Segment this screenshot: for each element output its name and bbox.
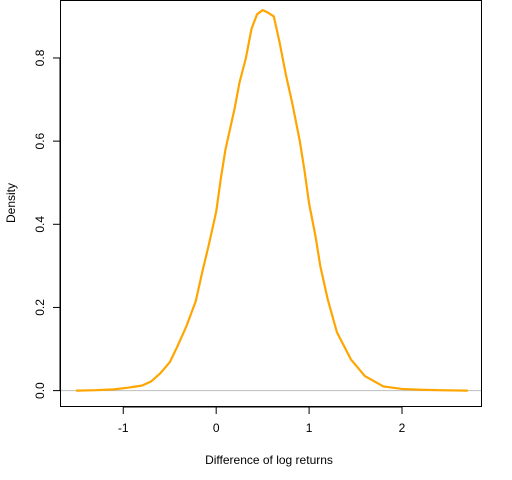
density-line <box>75 9 469 392</box>
y-tick-label: 0.0 <box>33 382 47 399</box>
y-tick-label: 0.4 <box>33 216 47 233</box>
y-tick-label: 0.6 <box>33 132 47 149</box>
x-tick-label: 0 <box>213 421 220 435</box>
y-tick-label: 0.8 <box>33 49 47 66</box>
y-axis-title: Density <box>4 183 18 223</box>
y-tick-label: 0.2 <box>33 299 47 316</box>
series-group <box>75 9 469 392</box>
x-tick-label: 2 <box>399 421 406 435</box>
x-tick-label: 1 <box>306 421 313 435</box>
x-tick-label: -1 <box>118 421 129 435</box>
x-axis: -1 0 1 2 <box>118 406 406 435</box>
x-axis-title: Difference of log returns <box>205 453 333 467</box>
y-axis: 0.0 0.2 0.4 0.6 0.8 <box>33 49 61 399</box>
plot-frame <box>60 0 482 407</box>
